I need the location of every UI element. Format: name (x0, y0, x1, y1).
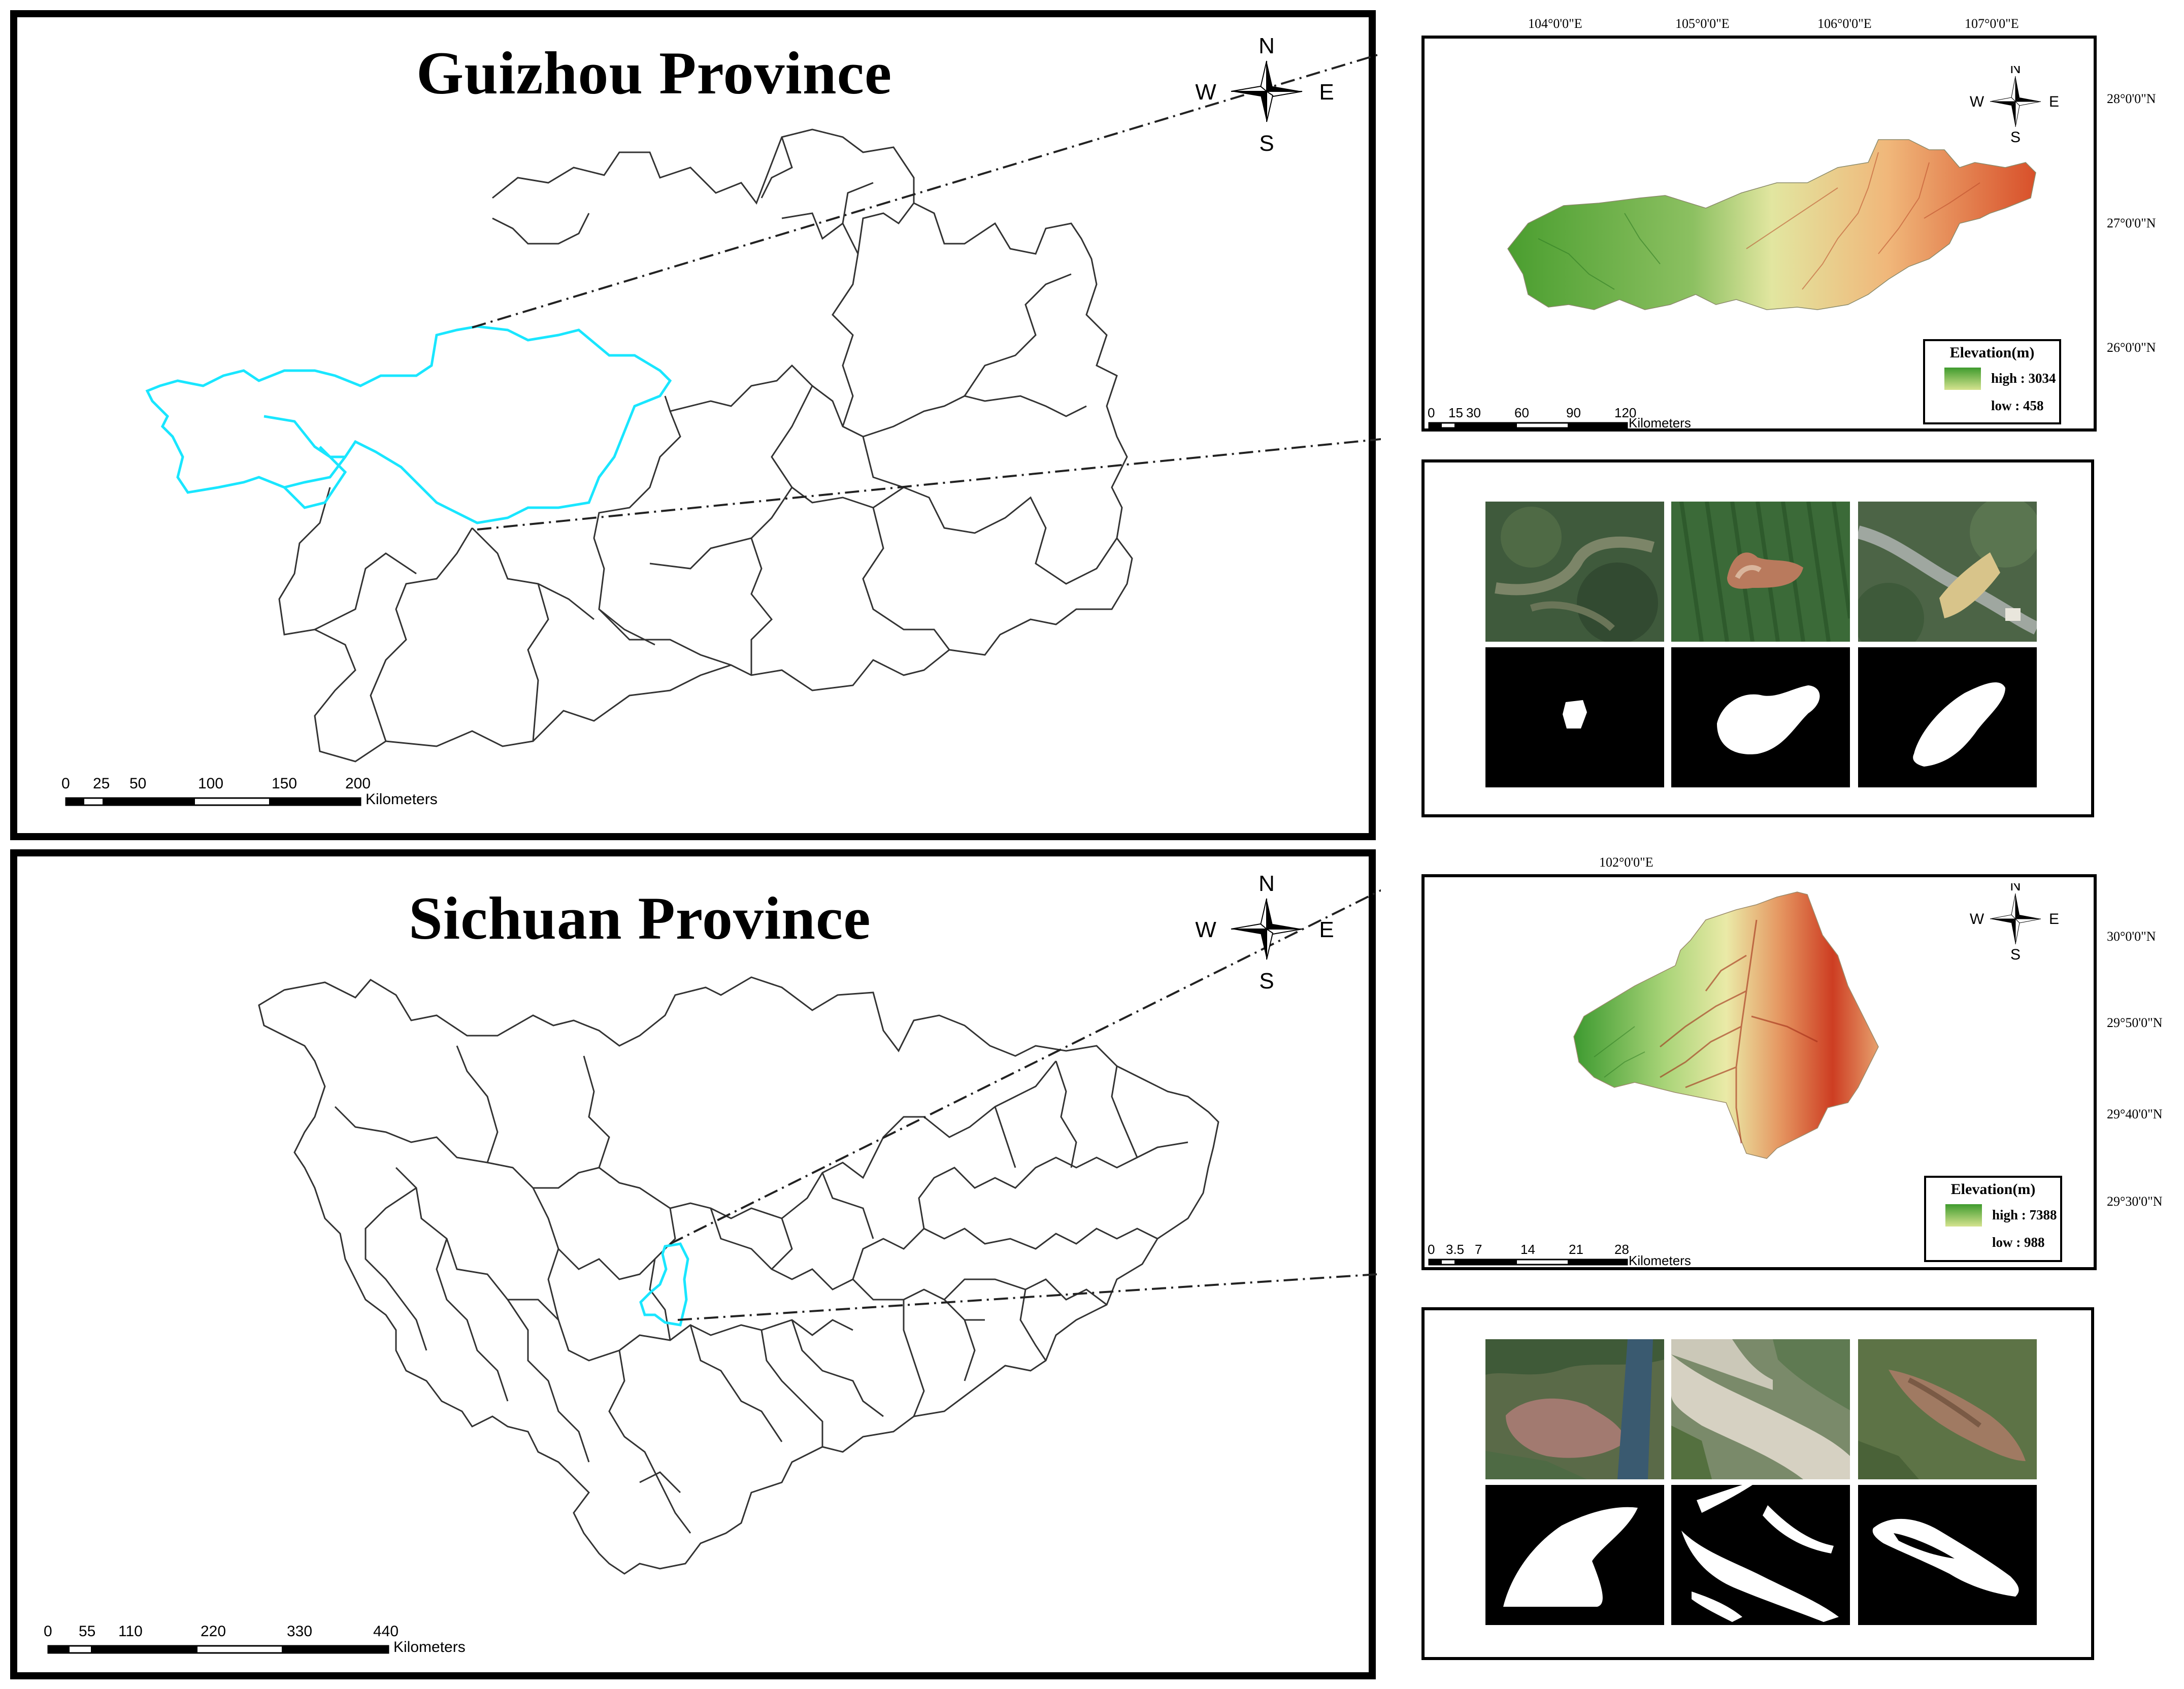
gz-dem-scale-label-0: 0 (1428, 405, 1435, 420)
guizhou-title: Guizhou Province (416, 39, 892, 107)
compass-s-label: S (1259, 131, 1274, 156)
sichuan-scale-bar (47, 1645, 389, 1654)
gz-lat-label-2: 26°0'0"N (2107, 340, 2156, 355)
sc-dem-compass-n: N (2010, 883, 2021, 894)
sc-dem-scale-unit: Kilometers (1629, 1253, 1691, 1268)
sichuan-elevation-legend: Elevation(m) high : 7388 low : 988 (1924, 1176, 2062, 1262)
sc-lat-label-1: 29°50'0"N (2107, 1015, 2163, 1030)
sc-lat-label-2: 29°40'0"N (2107, 1107, 2163, 1121)
sc-lon-label-0: 102°0'0"E (1599, 855, 1653, 870)
guizhou-scale-label-3: 100 (198, 775, 224, 792)
sc-sample-mask-3 (1858, 1485, 2037, 1625)
compass-n-label: N (1259, 871, 1275, 896)
sc-sample-mask-2 (1671, 1485, 1850, 1625)
compass-w-label: W (1196, 80, 1216, 105)
gz-dem-scale-label-3: 60 (1514, 405, 1529, 420)
sc-dem-scale-label-5: 28 (1614, 1242, 1629, 1257)
gz-dem-scale-label-4: 90 (1566, 405, 1581, 420)
guizhou-compass-icon: N S W E (1196, 34, 1334, 156)
sc-dem-compass-w: W (1970, 911, 1984, 928)
gz-sample-mask-3 (1858, 647, 2037, 787)
guizhou-scale-label-1: 25 (93, 775, 110, 792)
sichuan-scale-unit: Kilometers (393, 1639, 466, 1655)
sichuan-scale-label-4: 330 (287, 1623, 313, 1640)
sichuan-study-area-outline (639, 1242, 689, 1327)
gz-sample-image-3 (1858, 502, 2037, 642)
gz-dem-compass-icon: N S W E (1970, 66, 2059, 146)
legend-swatch (1944, 368, 1981, 390)
sc-dem-scale-label-1: 3.5 (1446, 1242, 1465, 1257)
gz-sample-mask-1 (1485, 647, 1664, 787)
guizhou-scale-label-2: 50 (129, 775, 147, 792)
sichuan-scale-label-1: 55 (79, 1623, 96, 1640)
gz-dem-scale-label-2: 30 (1466, 405, 1481, 420)
gz-dem-scale-label-1: 15 (1448, 405, 1463, 420)
guizhou-province-outline (145, 52, 1381, 763)
sichuan-map-frame (10, 849, 1376, 1679)
gz-lon-label-0: 104°0'0"E (1528, 16, 1582, 31)
sichuan-province-outline (258, 889, 1381, 1575)
guizhou-scale-bar (65, 797, 361, 806)
sc-lat-label-3: 29°30'0"N (2107, 1194, 2163, 1209)
gz-lat-label-0: 28°0'0"N (2107, 91, 2156, 106)
gz-dem-scale-unit: Kilometers (1629, 415, 1691, 430)
sichuan-scale-label-3: 220 (201, 1623, 226, 1640)
gz-sample-image-2 (1671, 502, 1850, 642)
sichuan-dem-raster (1573, 891, 1879, 1159)
legend-title: Elevation(m) (1949, 344, 2035, 361)
sc-sample-image-3 (1858, 1339, 2037, 1479)
compass-e-label: E (1319, 917, 1334, 942)
sichuan-scale-label-5: 440 (373, 1623, 399, 1640)
sc-dem-scale-bar (1428, 1259, 1628, 1266)
sc-dem-compass-s: S (2010, 946, 2021, 963)
sichuan-compass-icon: N S W E (1196, 871, 1334, 993)
legend-swatch (1945, 1204, 1982, 1227)
compass-n-label: N (1259, 34, 1275, 58)
sc-lat-label-0: 30°0'0"N (2107, 929, 2156, 944)
sc-dem-compass-icon: N S W E (1970, 883, 2059, 963)
gz-dem-scale-label-5: 120 (1614, 405, 1637, 420)
sichuan-scale-label-0: 0 (44, 1623, 52, 1640)
gz-lat-label-1: 27°0'0"N (2107, 216, 2156, 230)
legend-high: high : 3034 (1991, 371, 2056, 386)
guizhou-dem-raster (1507, 139, 2036, 310)
gz-dem-scale-bar (1428, 422, 1628, 429)
legend-title: Elevation(m) (1950, 1181, 2036, 1198)
guizhou-scale-label-5: 200 (345, 775, 371, 792)
sichuan-title: Sichuan Province (409, 884, 871, 952)
sc-dem-scale-label-0: 0 (1428, 1242, 1435, 1257)
sichuan-scale-label-2: 110 (118, 1623, 143, 1640)
guizhou-scale-label-4: 150 (272, 775, 297, 792)
sc-dem-scale-label-2: 7 (1475, 1242, 1482, 1257)
gz-lon-label-3: 107°0'0"E (1965, 16, 2019, 31)
guizhou-study-area-outline (145, 325, 672, 524)
sc-sample-image-2 (1671, 1339, 1850, 1479)
legend-low: low : 458 (1991, 398, 2044, 413)
guizhou-map-frame (10, 10, 1376, 840)
gz-sample-mask-2 (1671, 647, 1850, 787)
compass-w-label: W (1196, 917, 1216, 942)
gz-lon-label-1: 105°0'0"E (1675, 16, 1730, 31)
gz-sample-image-1 (1485, 502, 1664, 642)
guizhou-scale-unit: Kilometers (366, 791, 438, 808)
gz-dem-compass-w: W (1970, 93, 1984, 110)
gz-dem-compass-n: N (2010, 66, 2021, 77)
compass-e-label: E (1319, 80, 1334, 105)
sc-sample-image-1 (1485, 1339, 1664, 1479)
sc-sample-mask-1 (1485, 1485, 1664, 1625)
guizhou-scale-label-0: 0 (61, 775, 70, 792)
gz-lon-label-2: 106°0'0"E (1817, 16, 1872, 31)
sc-dem-scale-label-3: 14 (1520, 1242, 1535, 1257)
legend-low: low : 988 (1992, 1235, 2045, 1250)
sc-dem-compass-e: E (2049, 911, 2059, 928)
guizhou-elevation-legend: Elevation(m) high : 3034 low : 458 (1923, 339, 2061, 424)
sc-dem-scale-label-4: 21 (1569, 1242, 1583, 1257)
compass-s-label: S (1259, 969, 1274, 993)
gz-dem-compass-s: S (2010, 129, 2021, 146)
legend-high: high : 7388 (1992, 1207, 2057, 1222)
gz-dem-compass-e: E (2049, 93, 2059, 110)
